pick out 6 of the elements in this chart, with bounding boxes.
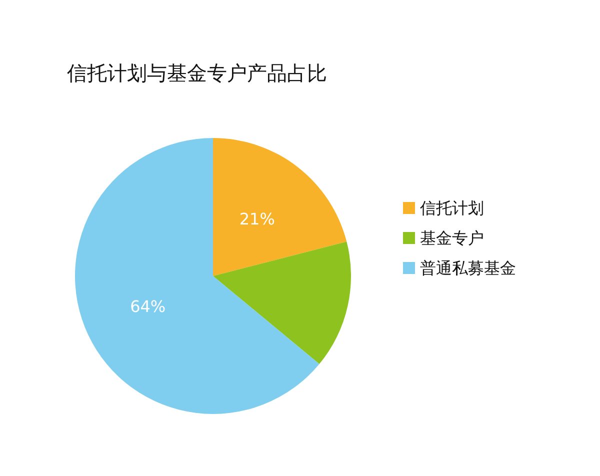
data-label: 21% [239, 210, 275, 229]
legend-label: 信托计划 [420, 198, 484, 218]
legend-label: 普通私募基金 [420, 258, 516, 278]
data-label: 64% [130, 297, 166, 316]
chart-title: 信托计划与基金专户产品占比 [67, 61, 327, 85]
legend-label: 基金专户 [420, 228, 484, 248]
